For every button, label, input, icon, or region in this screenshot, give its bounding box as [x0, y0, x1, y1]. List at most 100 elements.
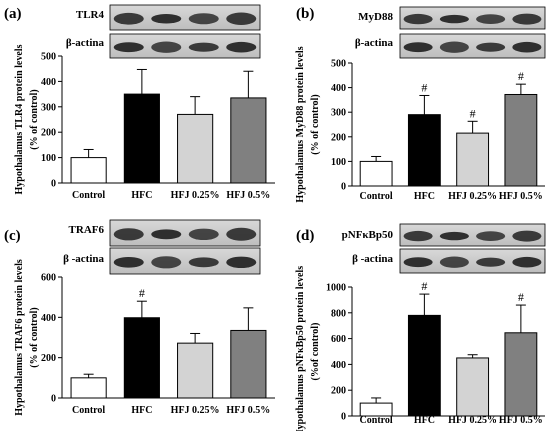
y-tick-label: 200	[331, 132, 346, 143]
blot-band	[512, 230, 542, 242]
blot-label-loading: β-actina	[355, 37, 394, 49]
blot-band	[512, 13, 542, 25]
x-tick-label: HFJ 0.25%	[171, 405, 220, 416]
y-tick-label: 0	[51, 394, 56, 405]
chart-panel-d: (d) pNFκBp50 β -actina 0 200 400 600 800 1000 Hyp…	[295, 223, 546, 431]
y-tick-label: 0	[341, 182, 346, 193]
blot-band	[188, 257, 219, 268]
significance-mark: #	[518, 69, 524, 83]
bar	[70, 157, 107, 184]
bar	[230, 329, 267, 399]
y-axis-label-unit: (% of control)	[310, 94, 321, 154]
blot-band	[476, 42, 506, 52]
blot-band	[226, 256, 257, 269]
x-tick-label: HFJ 0.25%	[448, 191, 497, 202]
bar	[123, 317, 160, 399]
y-tick-label: 400	[41, 313, 56, 324]
y-axis-label: Hypothalamus TLR4 protein levels	[14, 44, 25, 194]
bar	[456, 357, 490, 417]
x-tick-label: Control	[72, 190, 105, 201]
y-tick-label: 200	[331, 386, 346, 397]
panel-label: (d)	[296, 228, 314, 244]
x-tick-label: HFC	[131, 405, 152, 416]
x-tick-label: Control	[360, 191, 393, 202]
blot-band	[151, 14, 182, 24]
significance-mark: #	[421, 80, 427, 94]
y-axis-label-unit: (% of control)	[29, 89, 40, 149]
blot-band	[512, 41, 542, 53]
bar	[407, 114, 441, 187]
blot-band	[439, 14, 469, 24]
significance-mark: #	[518, 290, 524, 304]
blot-band	[188, 13, 219, 25]
blot-band	[403, 42, 433, 53]
bar	[177, 342, 214, 399]
blot-band	[113, 256, 144, 268]
y-tick-label: 200	[41, 353, 56, 364]
x-tick-label: HFJ 0.25%	[171, 190, 220, 201]
bar	[230, 97, 267, 184]
blot-label-loading: β-actina	[66, 37, 105, 49]
chart-panel-b: (b) MyD88 β-actina 0 100 200 300 400 500 Hypothal…	[295, 6, 546, 203]
blot-band	[476, 14, 506, 24]
bar	[456, 132, 490, 187]
bar	[504, 93, 538, 187]
blot-band	[439, 256, 469, 268]
bar	[177, 113, 214, 184]
bar	[407, 314, 441, 417]
y-tick-label: 600	[331, 334, 346, 345]
x-tick-label: Control	[360, 415, 393, 426]
y-tick-label: 1000	[326, 283, 346, 294]
y-tick-label: 0	[51, 179, 56, 190]
blot-band	[476, 231, 506, 241]
blot-band	[403, 13, 433, 25]
y-tick-label: 500	[41, 52, 56, 63]
bar	[504, 332, 538, 417]
bar	[359, 160, 393, 187]
panel-label: (b)	[296, 6, 314, 22]
blot-label-loading: β -actina	[63, 253, 104, 265]
y-tick-label: 0	[341, 412, 346, 423]
blot-band	[151, 41, 182, 53]
bar	[70, 377, 107, 399]
blot-band	[439, 41, 469, 53]
significance-mark: #	[421, 279, 427, 293]
y-tick-label: 400	[41, 77, 56, 88]
blot-band	[151, 229, 182, 240]
blot-band	[226, 41, 257, 53]
x-tick-label: HFC	[414, 191, 435, 202]
blot-label-loading: β -actina	[352, 253, 393, 265]
x-tick-label: HFJ 0.5%	[499, 191, 543, 202]
significance-mark: #	[139, 286, 145, 300]
blot-band	[113, 42, 144, 53]
y-axis-label-unit: (%of control)	[310, 323, 321, 381]
x-tick-label: HFC	[414, 415, 435, 426]
y-axis-label: Hypothalamus MyD88 protein levels	[295, 46, 306, 202]
blot-band	[113, 12, 144, 25]
y-tick-label: 100	[331, 157, 346, 168]
blot-band	[188, 42, 219, 52]
y-tick-label: 100	[41, 153, 56, 164]
x-tick-label: Control	[72, 405, 105, 416]
y-axis-label-unit: (% of control)	[29, 307, 40, 367]
blot-band	[512, 256, 542, 268]
x-tick-label: HFJ 0.5%	[226, 190, 270, 201]
y-axis-label: Hypothalamus TRAF6 protein levels	[14, 259, 25, 416]
blot-band	[113, 228, 144, 241]
y-tick-label: 600	[41, 273, 56, 284]
blot-band	[476, 257, 506, 267]
blot-band	[151, 256, 182, 269]
blot-label-target: MyD88	[358, 11, 393, 23]
y-tick-label: 500	[331, 59, 346, 70]
panel-label: (a)	[4, 6, 22, 22]
panel-label: (c)	[4, 228, 21, 244]
blot-label-target: TRAF6	[69, 224, 105, 236]
bar	[123, 93, 160, 184]
blot-band	[403, 230, 433, 242]
blot-band	[188, 228, 219, 241]
blot-band	[439, 231, 469, 241]
y-tick-label: 400	[331, 83, 346, 94]
x-tick-label: HFC	[131, 190, 152, 201]
blot-strip	[399, 223, 546, 247]
